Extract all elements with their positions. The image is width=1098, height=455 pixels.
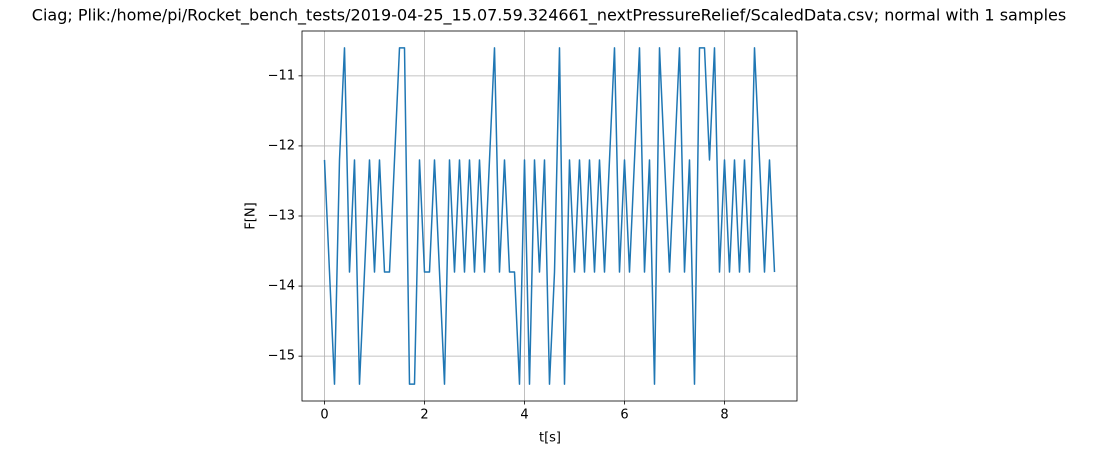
x-tick-label: 0	[320, 408, 328, 423]
data-line	[323, 47, 776, 385]
x-tick-label: 2	[420, 408, 428, 423]
x-tick-label: 6	[620, 408, 628, 423]
x-tick-label: 8	[720, 408, 728, 423]
y-tick-label: −11	[268, 68, 295, 83]
y-tick-label: −15	[268, 349, 295, 364]
y-tick-label: −12	[268, 138, 295, 153]
y-axis-label: F[N]	[244, 202, 259, 229]
x-tick-label: 4	[520, 408, 528, 423]
plot-frame	[301, 30, 798, 402]
x-axis-label: t[s]	[539, 431, 561, 446]
y-tick-label: −13	[268, 209, 295, 224]
chart-title: Ciag; Plik:/home/pi/Rocket_bench_tests/2…	[32, 6, 1066, 26]
y-tick-label: −14	[268, 279, 295, 294]
